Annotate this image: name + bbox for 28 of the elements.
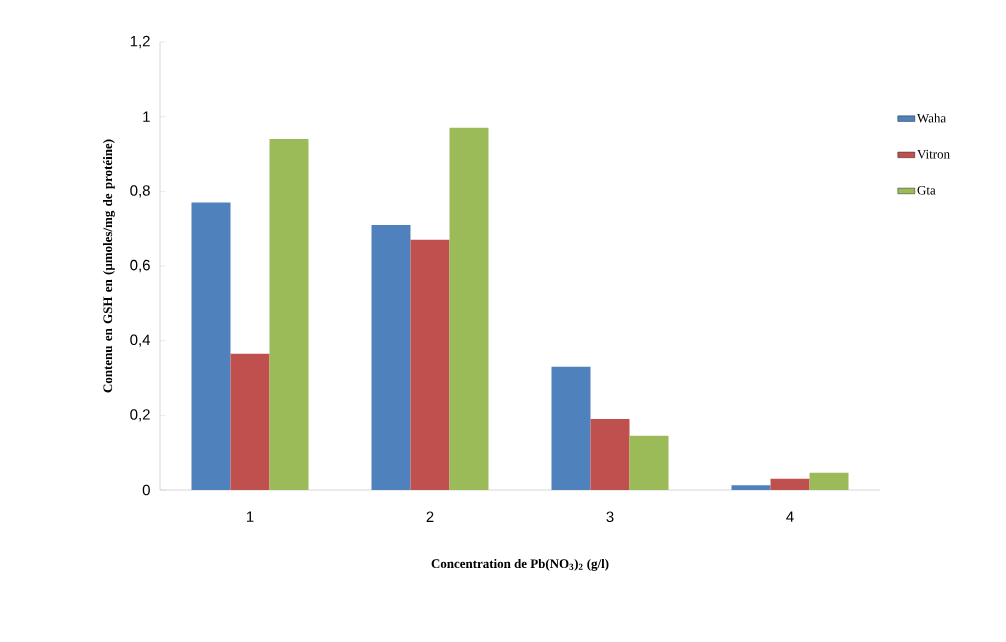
y-tick-label: 0,6 bbox=[130, 259, 150, 273]
bar bbox=[410, 239, 450, 490]
x-tick-label: 2 bbox=[426, 511, 434, 522]
y-tick-label: 0 bbox=[142, 484, 150, 496]
bar bbox=[551, 366, 591, 490]
y-tick-label: 1,2 bbox=[130, 35, 150, 49]
x-tick-label: 4 bbox=[786, 511, 794, 522]
bar bbox=[731, 485, 771, 490]
x-axis-title: Concentration de Pb(NO$_{3}$)$_{2}$ (g/l) bbox=[431, 558, 609, 571]
legend-label: Vitron bbox=[917, 149, 950, 159]
x-tick-label: 3 bbox=[606, 511, 614, 523]
y-tick-label: 1 bbox=[143, 111, 150, 122]
bar bbox=[191, 202, 231, 490]
bar bbox=[770, 478, 810, 490]
bar bbox=[230, 353, 270, 490]
y-axis-title: Contenu en GSH en (µmoles/mg de protéine) bbox=[103, 139, 115, 393]
bar bbox=[629, 435, 669, 490]
bar bbox=[590, 419, 630, 490]
legend-label: Waha bbox=[917, 113, 946, 123]
bar bbox=[809, 472, 849, 490]
y-tick-label: 0,8 bbox=[130, 185, 150, 198]
y-tick-label: 0,2 bbox=[130, 409, 150, 422]
bar bbox=[449, 127, 489, 490]
y-tick-label: 0,4 bbox=[130, 334, 151, 347]
bar bbox=[269, 139, 309, 490]
bar bbox=[371, 224, 411, 490]
legend-label: Gta bbox=[917, 185, 936, 195]
x-tick-label: 1 bbox=[246, 511, 254, 522]
